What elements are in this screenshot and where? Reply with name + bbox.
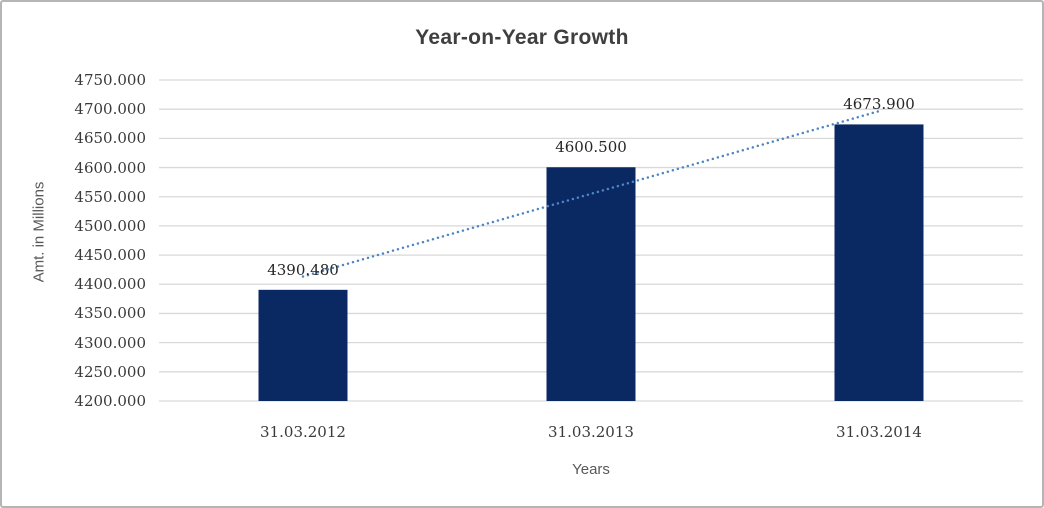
y-tick-label: 4400.000 [74, 275, 146, 294]
x-tick-label: 31.03.2012 [260, 423, 346, 441]
y-tick-label: 4350.000 [74, 304, 146, 323]
bar-data-label: 4600.500 [555, 138, 627, 157]
bar-data-label: 4390.480 [267, 260, 339, 279]
trendline [301, 109, 881, 278]
x-tick-label: 31.03.2013 [548, 423, 634, 441]
y-tick-label: 4600.000 [74, 158, 146, 177]
y-tick-label: 4450.000 [74, 246, 146, 265]
y-tick-label: 4250.000 [74, 362, 146, 381]
x-axis-title: Years [572, 461, 610, 478]
y-tick-label: 4500.000 [74, 216, 146, 235]
bar-data-label: 4673.900 [843, 95, 915, 114]
y-tick-label: 4550.000 [74, 187, 146, 206]
y-tick-label: 4750.000 [74, 71, 146, 89]
bar-31.03.2013 [546, 167, 636, 401]
y-tick-label: 4200.000 [74, 392, 146, 410]
chart-title: Year-on-Year Growth [415, 26, 629, 49]
y-tick-label: 4700.000 [74, 100, 146, 119]
bar-31.03.2014 [834, 124, 924, 401]
bar-31.03.2012 [258, 289, 348, 401]
y-tick-label: 4650.000 [74, 129, 146, 148]
x-tick-label: 31.03.2014 [836, 423, 922, 441]
y-tick-label: 4300.000 [74, 333, 146, 352]
